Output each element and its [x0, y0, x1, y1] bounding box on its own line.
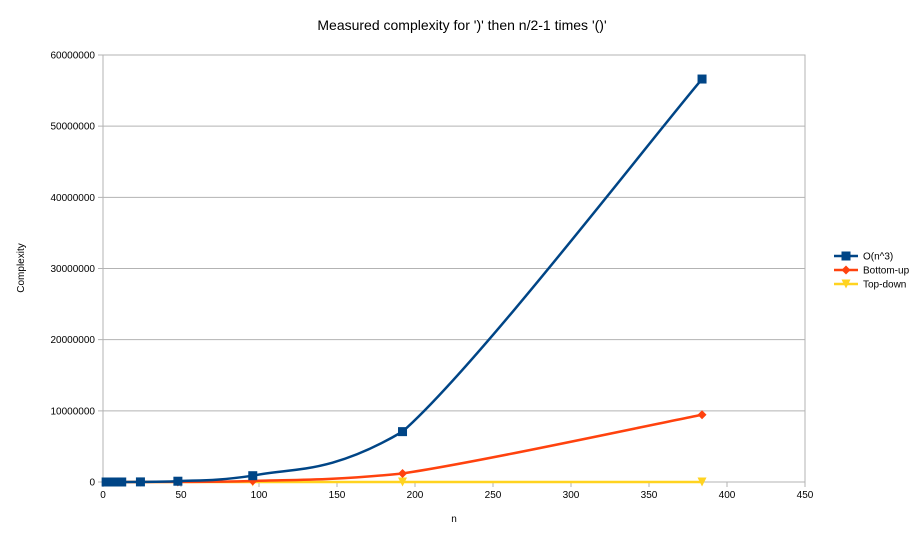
x-tick-label: 400 — [719, 490, 736, 501]
x-tick-label: 250 — [485, 490, 502, 501]
x-tick-label: 350 — [641, 490, 658, 501]
legend-item: O(n^3) — [834, 251, 893, 263]
x-tick-label: 150 — [329, 490, 346, 501]
data-point — [398, 468, 408, 478]
chart-title: Measured complexity for ')' then n/2-1 t… — [317, 17, 606, 33]
y-tick-label: 20000000 — [51, 335, 96, 346]
legend-label: O(n^3) — [863, 252, 893, 263]
x-tick-label: 450 — [797, 490, 814, 501]
y-tick-label: 60000000 — [51, 51, 96, 62]
data-point — [117, 477, 127, 487]
x-tick-label: 100 — [251, 490, 268, 501]
x-tick-label: 300 — [563, 490, 580, 501]
data-point — [697, 410, 707, 420]
x-tick-label: 200 — [407, 490, 424, 501]
x-tick-label: 50 — [175, 490, 187, 501]
legend-label: Bottom-up — [863, 266, 910, 277]
legend-marker — [841, 251, 851, 261]
y-tick-label: 50000000 — [51, 122, 96, 133]
series-o-n-3 — [101, 74, 707, 487]
y-tick-labels: 0 10000000 20000000 30000000 40000000 5000000… — [51, 51, 96, 489]
y-tick-label: 10000000 — [51, 406, 96, 417]
grid-layer — [98, 54, 806, 487]
data-point — [398, 427, 408, 437]
series-line — [106, 78, 703, 484]
legend-label: Top-down — [863, 280, 906, 291]
data-point — [110, 477, 120, 487]
legend-item: Bottom-up — [834, 265, 910, 277]
y-tick-label: 30000000 — [51, 264, 96, 275]
series-bottom-up — [101, 410, 707, 487]
legend-marker — [841, 279, 851, 289]
data-point — [398, 477, 408, 487]
legend-marker — [841, 265, 851, 275]
legend: O(n^3) Bottom-up Top-down — [834, 251, 910, 291]
y-tick-label: 0 — [89, 478, 95, 489]
data-point — [697, 74, 707, 84]
data-point — [173, 476, 183, 486]
data-point — [248, 471, 258, 481]
y-axis-label: Complexity — [16, 243, 27, 292]
series-layer — [101, 74, 707, 487]
x-tick-labels: 0 50 100 150 200 250 300 350 400 450 — [100, 490, 814, 501]
x-axis-label: n — [451, 514, 457, 525]
data-point — [135, 477, 145, 487]
y-tick-label: 40000000 — [51, 193, 96, 204]
data-point — [697, 477, 707, 487]
legend-item: Top-down — [834, 279, 906, 291]
x-tick-label: 0 — [100, 490, 106, 501]
